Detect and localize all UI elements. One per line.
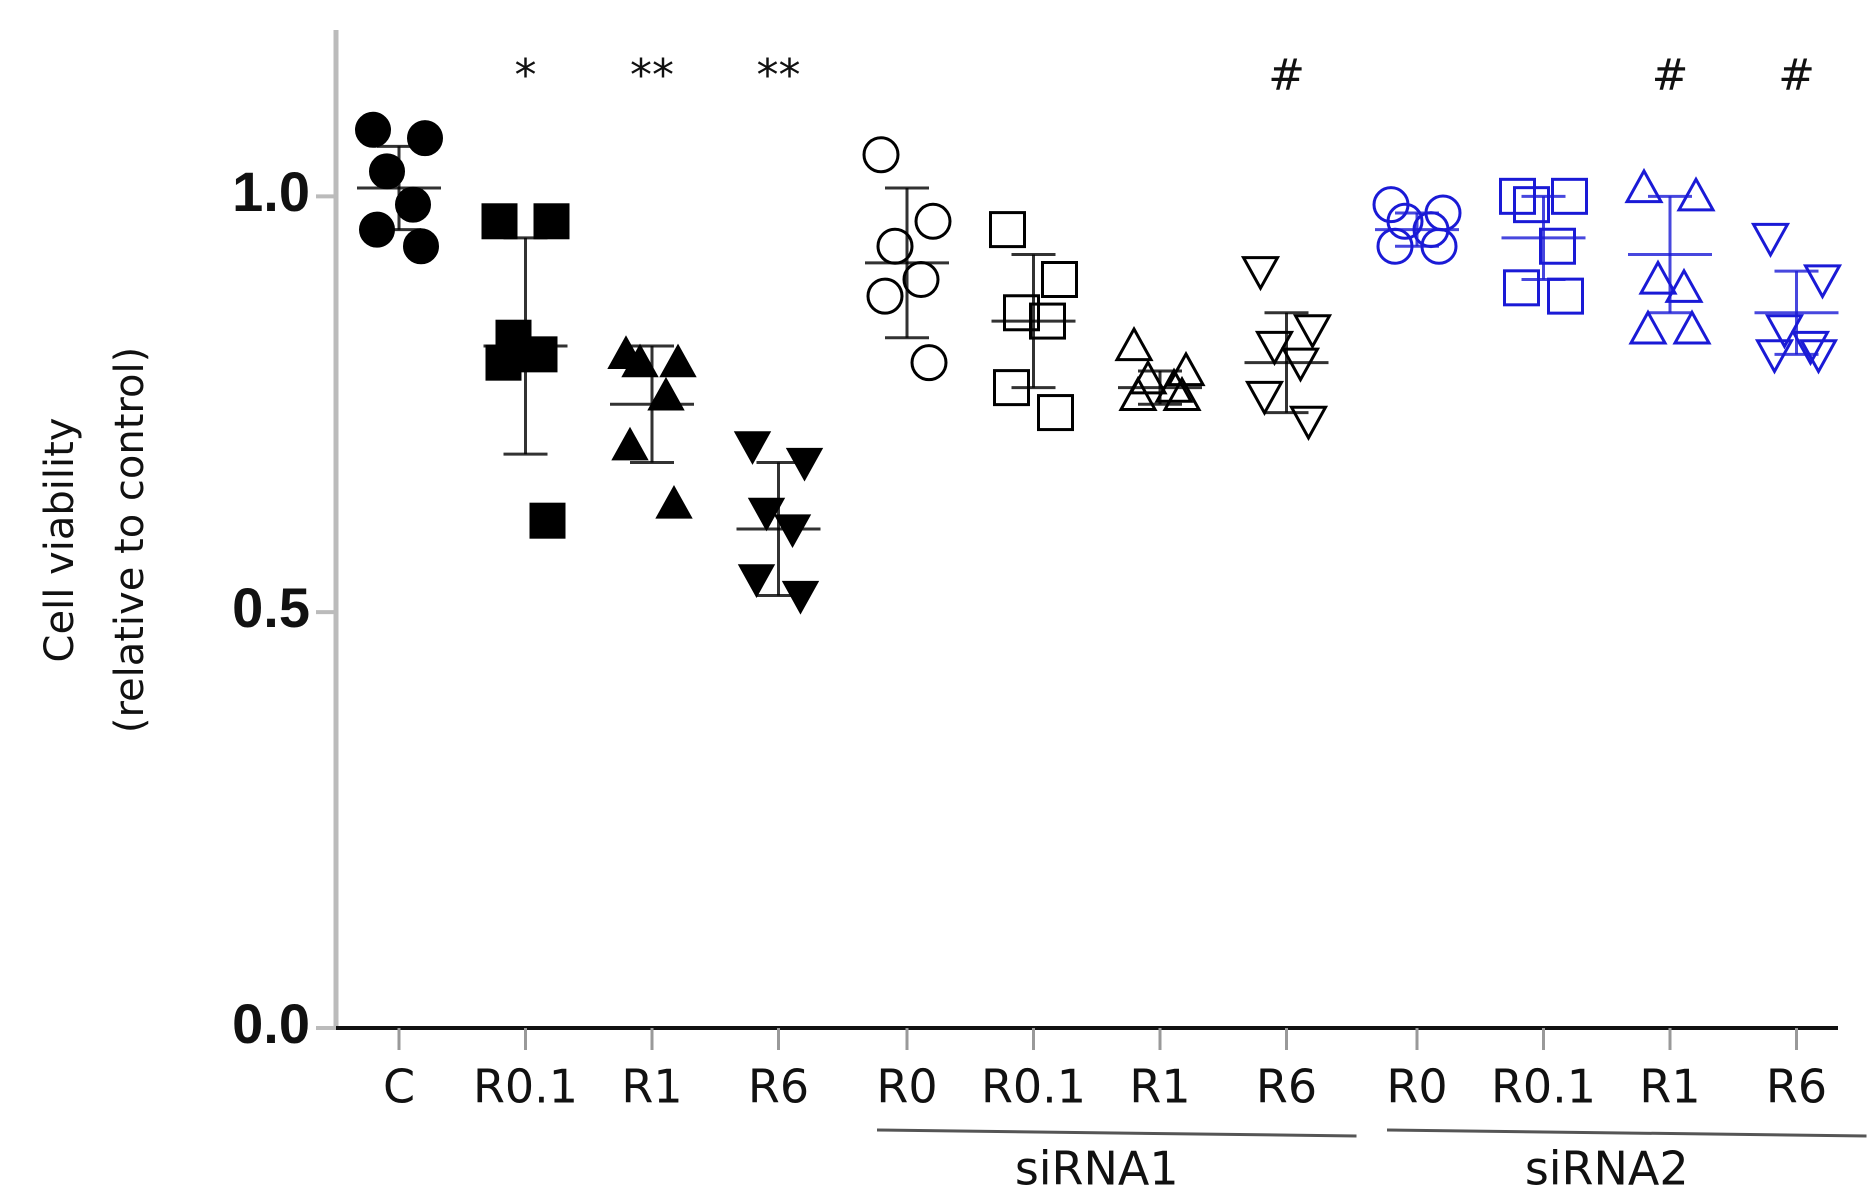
point bbox=[481, 203, 518, 240]
point bbox=[781, 580, 820, 615]
point bbox=[611, 426, 649, 461]
point bbox=[1280, 347, 1321, 383]
x-tick-label: R0 bbox=[876, 1060, 937, 1114]
y-tick-label: 0.0 bbox=[232, 992, 310, 1055]
point bbox=[1503, 269, 1540, 307]
x-tick-label: R1 bbox=[621, 1060, 682, 1114]
point bbox=[1798, 339, 1839, 375]
point bbox=[1292, 314, 1333, 350]
point bbox=[395, 186, 431, 223]
point bbox=[521, 336, 558, 373]
point bbox=[355, 111, 391, 148]
significance-label: # bbox=[1778, 50, 1815, 101]
point bbox=[403, 228, 439, 265]
x-tick-label: R0.1 bbox=[981, 1060, 1086, 1114]
x-tick-label: R0 bbox=[1386, 1060, 1447, 1114]
group-line bbox=[876, 1128, 1357, 1138]
point bbox=[485, 344, 522, 381]
point bbox=[1386, 202, 1424, 240]
point bbox=[1790, 330, 1831, 367]
x-tick-label: R0.1 bbox=[473, 1060, 578, 1114]
point bbox=[1162, 375, 1202, 412]
x-tick-label: R6 bbox=[748, 1060, 809, 1114]
point bbox=[1288, 405, 1329, 441]
y-tick-label: 1.0 bbox=[232, 160, 310, 223]
point bbox=[533, 203, 570, 240]
point bbox=[914, 202, 952, 240]
point bbox=[1037, 394, 1074, 432]
x-tick-label: R6 bbox=[1256, 1060, 1317, 1114]
x-tick-label: R1 bbox=[1639, 1060, 1700, 1114]
point bbox=[1628, 309, 1668, 345]
point bbox=[733, 431, 772, 465]
x-tick-label: C bbox=[383, 1060, 415, 1114]
point bbox=[1003, 294, 1040, 332]
y-axis-label: (relative to control) bbox=[107, 347, 153, 733]
group-label: siRNA1 bbox=[1015, 1142, 1179, 1196]
significance-label: ** bbox=[630, 50, 674, 101]
point bbox=[1547, 277, 1584, 315]
point bbox=[1118, 375, 1158, 412]
x-tick-label: R6 bbox=[1766, 1060, 1827, 1114]
point bbox=[1041, 261, 1078, 298]
point bbox=[529, 502, 566, 539]
point bbox=[1638, 259, 1678, 295]
point bbox=[747, 497, 786, 532]
significance-label: # bbox=[1268, 50, 1305, 101]
point bbox=[1114, 325, 1154, 362]
point bbox=[737, 564, 776, 598]
point bbox=[989, 211, 1026, 249]
point bbox=[1750, 222, 1791, 259]
point bbox=[1240, 256, 1281, 292]
point bbox=[1539, 227, 1576, 265]
point bbox=[655, 484, 693, 519]
point bbox=[785, 447, 824, 482]
significance-label: # bbox=[1652, 50, 1689, 101]
point bbox=[1244, 380, 1285, 417]
point bbox=[1676, 176, 1716, 212]
x-tick-label: R0.1 bbox=[1491, 1060, 1596, 1114]
significance-label: ** bbox=[757, 50, 801, 101]
point bbox=[1154, 367, 1194, 403]
point bbox=[1664, 267, 1704, 303]
point bbox=[621, 343, 659, 378]
point bbox=[1672, 309, 1712, 345]
point bbox=[862, 136, 900, 174]
point bbox=[1802, 264, 1843, 300]
point bbox=[1513, 186, 1550, 224]
group-label: siRNA2 bbox=[1525, 1142, 1689, 1196]
point bbox=[773, 514, 812, 549]
point bbox=[1754, 339, 1795, 375]
y-axis-label: Cell viability bbox=[37, 418, 83, 663]
point bbox=[910, 344, 948, 382]
point bbox=[866, 277, 904, 315]
point bbox=[1128, 359, 1168, 395]
point bbox=[647, 376, 685, 411]
x-tick-label: R1 bbox=[1129, 1060, 1190, 1114]
point bbox=[659, 343, 697, 378]
point bbox=[902, 261, 940, 298]
point bbox=[407, 120, 443, 157]
group-line bbox=[1386, 1128, 1867, 1138]
y-tick-label: 0.5 bbox=[232, 576, 310, 639]
point bbox=[1624, 167, 1664, 204]
significance-label: * bbox=[515, 50, 537, 101]
